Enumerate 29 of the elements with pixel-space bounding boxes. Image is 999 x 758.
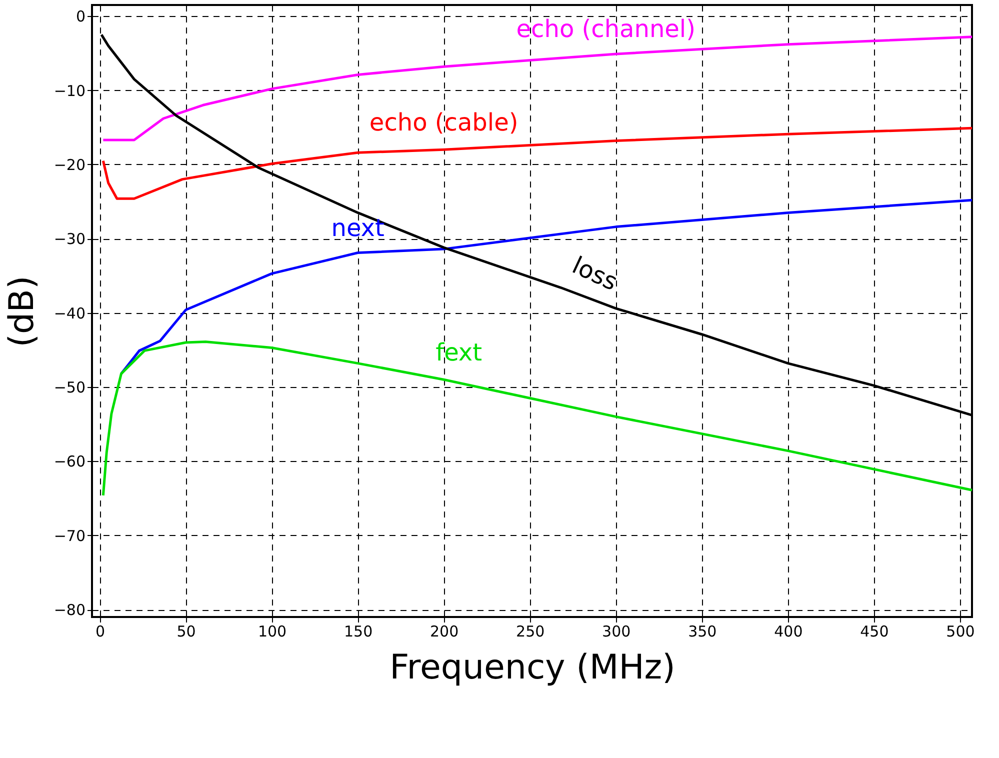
- y-tick-label: 0: [76, 8, 86, 26]
- y-tick-label: −20: [54, 156, 86, 174]
- y-tick-label: −80: [54, 601, 86, 620]
- x-tick-label: 350: [688, 622, 717, 640]
- y-tick-label: −50: [54, 378, 86, 397]
- x-tick-label: 50: [176, 622, 196, 640]
- line-series: [120, 198, 974, 375]
- x-tick-label: 150: [344, 622, 373, 640]
- y-tick-label: −10: [54, 82, 86, 100]
- y-tick-label: −60: [54, 452, 86, 471]
- series-label: fext: [436, 338, 482, 367]
- x-tick-label: 250: [516, 622, 545, 640]
- y-tick-label: −30: [54, 230, 86, 248]
- x-tick-label: 400: [774, 622, 803, 640]
- y-tick-label: −70: [54, 526, 86, 545]
- x-tick-label: 0: [95, 622, 106, 640]
- text: loss: [568, 251, 622, 296]
- series-label: echo (channel): [516, 14, 696, 43]
- y-tick-label: −40: [54, 304, 86, 322]
- x-tick-label: 100: [258, 622, 287, 640]
- x-tick-label: 500: [946, 622, 975, 640]
- x-axis-title: Frequency (MHz): [390, 648, 676, 688]
- series-label: next: [331, 214, 384, 242]
- series-label: echo (cable): [369, 108, 518, 137]
- y-axis-title: (dB): [2, 276, 42, 348]
- x-tick-label: 300: [602, 622, 631, 640]
- x-tick-label: 200: [430, 622, 459, 640]
- line-series: [102, 340, 974, 497]
- x-tick-label: 450: [860, 622, 889, 640]
